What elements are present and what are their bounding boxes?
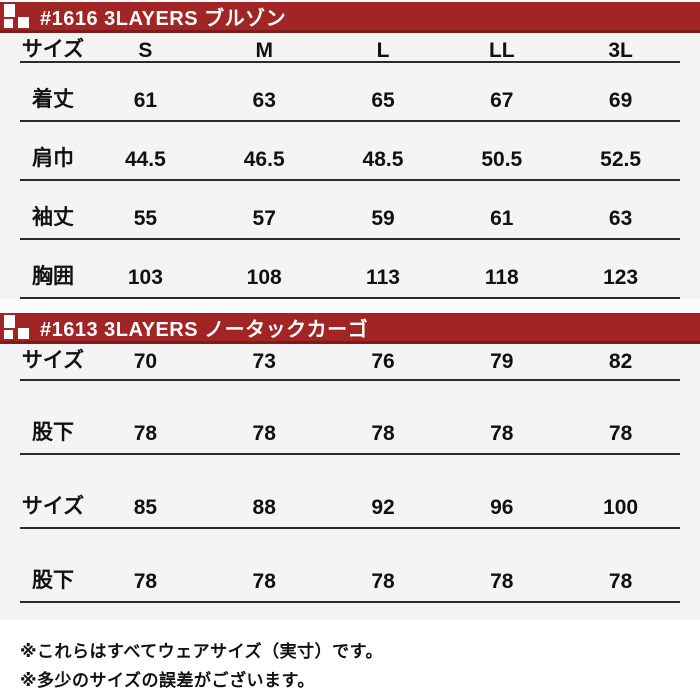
size-value: 48.5 [362,148,404,171]
blocks-icon [4,4,31,28]
size-value: 100 [603,496,639,519]
table-row-chest: 胸囲 103 108 113 118 123 [20,240,680,299]
size-value: 78 [490,570,514,593]
row-label: サイズ [21,349,85,372]
size-value: 82 [608,350,633,373]
table-header-row: サイズ S M L LL 3L [20,33,680,63]
size-value: 69 [608,89,633,112]
note-line: ※多少のサイズの誤差がございます。 [20,671,315,690]
size-value: 88 [252,496,276,519]
size-value: 78 [608,422,633,445]
size-value: 52.5 [600,148,642,171]
size-value: 67 [490,89,514,112]
size-value: 108 [246,266,282,289]
size-value: 50.5 [481,148,523,171]
table-row-sleeve-length: 袖丈 55 57 59 61 63 [20,181,680,240]
table-row-body-length: 着丈 61 63 65 67 69 [20,63,680,122]
size-value: 78 [133,422,158,445]
row-label: 股下 [32,569,74,592]
size-value: 78 [252,422,276,445]
size-table-1616: サイズ S M L LL 3L 着丈 61 63 65 67 69 肩巾 44.… [0,33,700,299]
table-row-waist-size: サイズ 70 73 76 79 82 [20,344,680,381]
note-line: ※これらはすべてウェアサイズ（実寸）です。 [20,642,383,661]
section-title-1616: #1616 3LAYERS ブルゾン [40,7,287,30]
section-title-1613: #1613 3LAYERS ノータックカーゴ [40,318,369,341]
section-divider [0,299,700,313]
size-value: 123 [603,266,639,289]
section-header-1613: #1613 3LAYERS ノータックカーゴ [0,313,700,344]
size-value: 78 [371,570,395,593]
size-value: 44.5 [124,148,166,171]
row-label: サイズ [21,495,85,518]
size-value: 65 [371,89,395,112]
table-row-shoulder-width: 肩巾 44.5 46.5 48.5 50.5 52.5 [20,122,680,181]
column-header: 3L [608,39,633,62]
size-value: 118 [484,266,519,289]
column-header: LL [488,39,515,62]
size-value: 76 [371,350,395,373]
size-value: 63 [252,89,276,112]
row-label: 肩巾 [32,147,74,170]
section-header-1616: #1616 3LAYERS ブルゾン [0,2,700,33]
size-value: 85 [133,496,158,519]
footnotes: ※これらはすべてウェアサイズ（実寸）です。 ※多少のサイズの誤差がございます。 [0,620,700,695]
blocks-icon [4,315,31,339]
size-value: 113 [366,266,400,289]
size-value: 78 [608,570,633,593]
table-row-waist-size: サイズ 85 88 92 96 100 [20,455,680,529]
column-header: S [138,39,153,62]
size-value: 70 [133,350,158,373]
size-value: 63 [608,207,633,230]
column-header: L [376,39,390,62]
top-margin [0,0,700,2]
row-label: 着丈 [32,88,74,111]
size-value: 59 [371,207,395,230]
size-value: 96 [490,496,514,519]
size-value: 46.5 [243,148,285,171]
row-label: 袖丈 [32,206,74,229]
size-value: 61 [490,207,514,230]
size-value: 92 [371,496,395,519]
table-row-inseam: 股下 78 78 78 78 78 [20,529,680,603]
table-row-inseam: 股下 78 78 78 78 78 [20,381,680,455]
size-value: 57 [252,207,276,230]
size-value: 78 [490,422,514,445]
size-value: 103 [127,266,163,289]
size-value: 61 [133,89,158,112]
size-value: 79 [490,350,514,373]
size-value: 55 [133,207,158,230]
size-value: 78 [133,570,158,593]
row-label: 股下 [32,421,74,444]
column-header: M [255,39,273,62]
row-label: 胸囲 [32,265,74,288]
size-table-1613: サイズ 70 73 76 79 82 股下 78 78 78 78 78 サイズ… [0,344,700,603]
column-header: サイズ [21,38,85,61]
size-value: 78 [371,422,395,445]
table-bottom-margin [0,603,700,620]
size-value: 78 [252,570,276,593]
size-value: 73 [252,350,276,373]
